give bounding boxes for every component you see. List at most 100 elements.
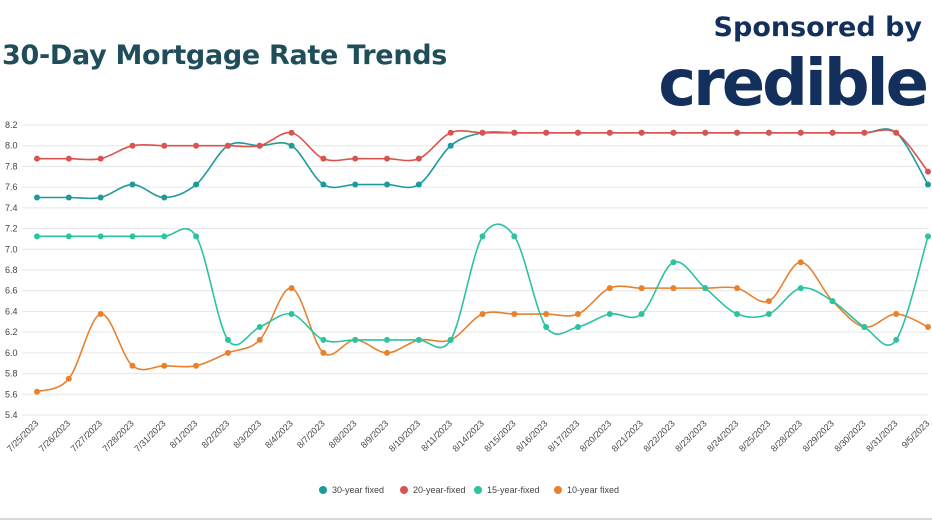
data-point — [288, 129, 295, 136]
data-point — [893, 129, 900, 136]
data-point — [543, 129, 550, 136]
series-line — [37, 223, 929, 349]
data-point — [129, 181, 136, 188]
x-tick-label: 8/10/2023 — [387, 418, 422, 453]
legend-label: 30-year fixed — [332, 485, 384, 495]
data-point — [606, 285, 613, 292]
y-tick-label: 8.0 — [5, 141, 18, 151]
data-point — [352, 155, 359, 162]
data-point — [670, 285, 677, 292]
y-tick-label: 7.8 — [5, 161, 18, 171]
data-point — [797, 285, 804, 292]
legend-label: 10-year fixed — [567, 485, 619, 495]
data-point — [65, 233, 72, 240]
x-tick-label: 8/29/2023 — [801, 418, 836, 453]
data-point — [352, 336, 359, 343]
y-axis-ticks: 5.4 5.6 5.8 6.0 6.2 6.4 6.6 6.8 7.0 7.2 7.4 7.6 7.8 8… — [5, 120, 18, 420]
x-tick-label: 7/26/2023 — [37, 418, 72, 453]
y-tick-label: 5.8 — [5, 369, 18, 379]
x-tick-label: 8/30/2023 — [832, 418, 867, 453]
data-point — [925, 233, 931, 240]
data-point — [479, 311, 486, 318]
x-tick-label: 9/5/2023 — [900, 418, 932, 450]
data-point — [97, 155, 104, 162]
data-point — [511, 233, 518, 240]
x-tick-label: 7/25/2023 — [5, 418, 40, 453]
y-tick-label: 7.0 — [5, 244, 18, 254]
data-point — [765, 311, 772, 318]
data-point — [861, 129, 868, 136]
x-tick-label: 8/16/2023 — [514, 418, 549, 453]
y-tick-label: 7.6 — [5, 182, 18, 192]
x-axis-ticks: 7/25/20237/26/20237/27/20237/28/20237/31… — [5, 418, 931, 453]
data-point — [925, 323, 931, 330]
x-tick-label: 8/7/2023 — [295, 418, 327, 450]
data-point — [65, 155, 72, 162]
x-tick-label: 8/8/2023 — [327, 418, 359, 450]
data-point — [670, 129, 677, 136]
x-tick-label: 8/2/2023 — [199, 418, 231, 450]
x-tick-label: 8/4/2023 — [263, 418, 295, 450]
legend-marker — [474, 486, 482, 494]
data-point — [320, 336, 327, 343]
y-tick-label: 5.4 — [5, 410, 18, 420]
y-tick-label: 8.2 — [5, 120, 18, 130]
data-point — [606, 129, 613, 136]
data-point — [829, 129, 836, 136]
y-tick-label: 6.6 — [5, 286, 18, 296]
data-point — [384, 155, 391, 162]
data-point — [447, 129, 454, 136]
data-point — [97, 233, 104, 240]
data-point — [193, 362, 200, 369]
data-point — [288, 142, 295, 149]
data-point — [479, 129, 486, 136]
series-line — [36, 128, 929, 200]
data-point — [224, 349, 231, 356]
x-tick-label: 8/14/2023 — [451, 418, 486, 453]
data-point — [161, 194, 168, 201]
x-tick-label: 8/25/2023 — [737, 418, 772, 453]
data-point — [224, 336, 231, 343]
data-point — [574, 129, 581, 136]
x-tick-label: 8/3/2023 — [231, 418, 263, 450]
credible-logo: credible — [658, 47, 929, 121]
data-point — [638, 285, 645, 292]
data-point — [638, 129, 645, 136]
data-point — [447, 142, 454, 149]
x-tick-label: 8/11/2023 — [419, 418, 454, 453]
legend-label: 20-year-fixed — [413, 485, 466, 495]
data-point — [161, 362, 168, 369]
data-point — [511, 311, 518, 318]
y-tick-label: 6.8 — [5, 265, 18, 275]
data-point — [161, 142, 168, 149]
data-point — [97, 311, 104, 318]
data-point — [193, 233, 200, 240]
data-point — [384, 336, 391, 343]
x-tick-label: 8/28/2023 — [769, 418, 804, 453]
data-point — [893, 336, 900, 343]
legend-label: 15-year-fixed — [487, 485, 540, 495]
data-point — [129, 362, 136, 369]
data-point — [129, 233, 136, 240]
data-point — [829, 298, 836, 305]
legend: 30-year fixed 20-year-fixed 15-year-fixed 1… — [319, 485, 619, 495]
grid-lines — [22, 124, 928, 416]
data-point — [65, 194, 72, 201]
data-point — [320, 181, 327, 188]
data-point — [34, 233, 40, 240]
y-tick-label: 7.4 — [5, 203, 18, 213]
data-point — [447, 336, 454, 343]
data-point — [256, 142, 263, 149]
chart-title: 30-Day Mortgage Rate Trends — [2, 40, 448, 71]
data-point — [34, 388, 40, 395]
series-3 — [34, 259, 931, 395]
data-point — [320, 155, 327, 162]
data-point — [511, 129, 518, 136]
x-tick-label: 7/28/2023 — [100, 418, 135, 453]
x-tick-label: 8/20/2023 — [578, 418, 613, 453]
y-tick-label: 6.2 — [5, 327, 18, 337]
data-point — [320, 349, 327, 356]
legend-marker — [400, 486, 408, 494]
data-point — [734, 311, 741, 318]
sponsored-by-text: Sponsored by — [713, 12, 922, 43]
